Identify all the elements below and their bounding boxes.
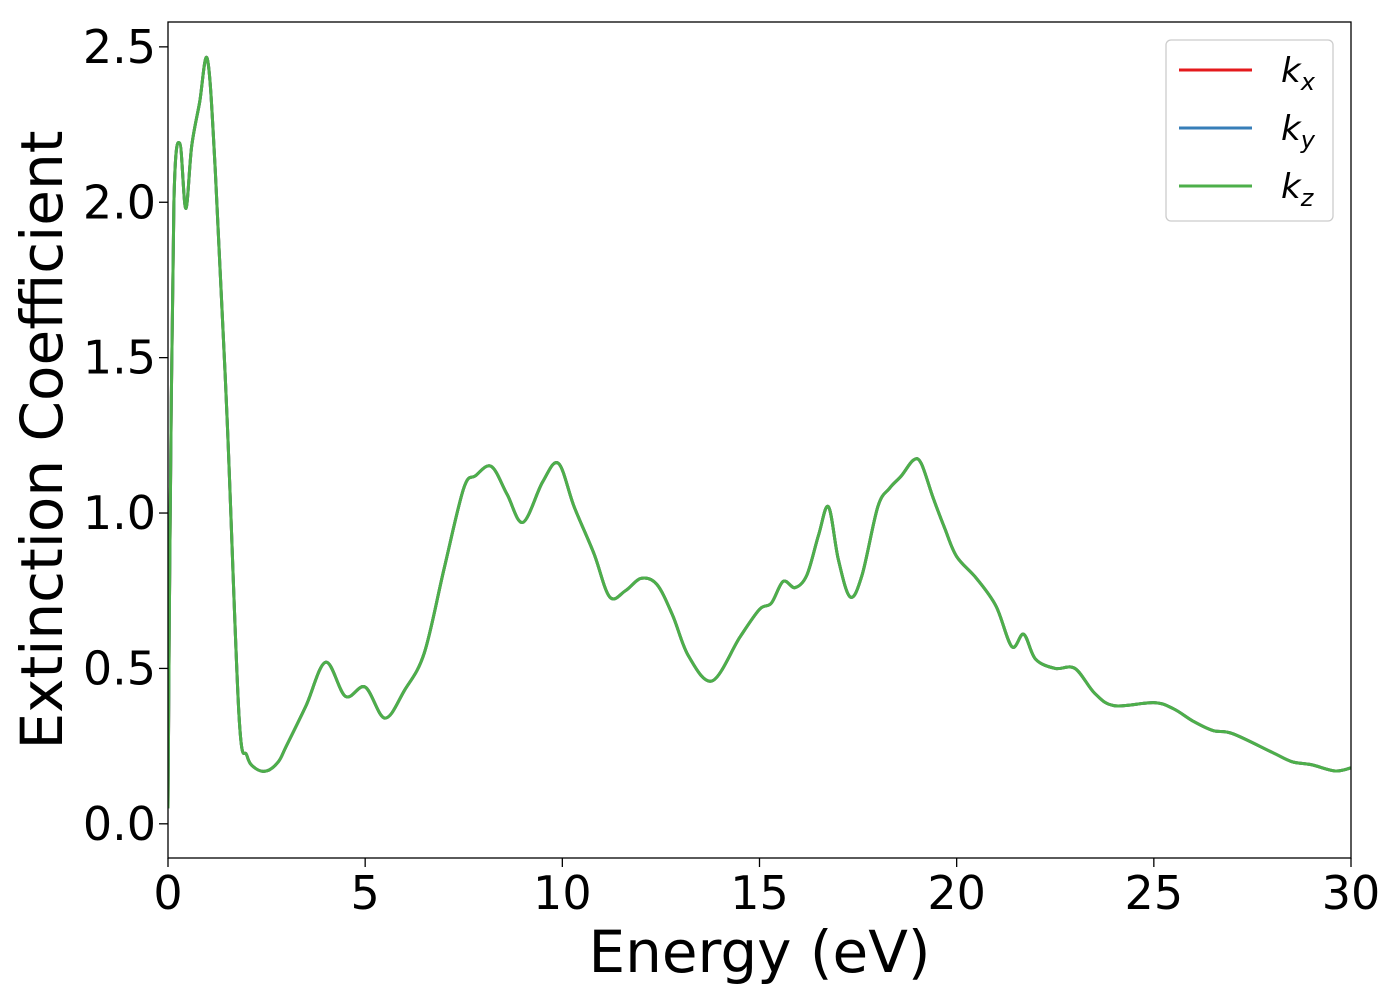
x-tick-label: 25 [1125, 866, 1184, 920]
legend-label-kx: kx [1281, 51, 1316, 96]
y-tick-label: 2.5 [83, 20, 156, 74]
legend: kx ky kz [1165, 39, 1334, 222]
y-tick-label: 2.0 [83, 175, 156, 229]
y-tick-label: 1.0 [83, 486, 156, 540]
x-axis-label: Energy (eV) [588, 918, 930, 986]
series-group [168, 55, 1351, 809]
x-tick-label: 15 [730, 866, 789, 920]
x-tick-label: 0 [153, 866, 182, 920]
x-tick-label: 5 [351, 866, 380, 920]
legend-box [1165, 39, 1334, 222]
x-tick-label: 20 [927, 866, 986, 920]
y-tick-label: 0.0 [83, 797, 156, 851]
x-tick-label: 30 [1322, 866, 1381, 920]
y-axis-label: Extinction Coefficient [8, 131, 76, 750]
series-line-kz [168, 55, 1351, 809]
plot-area [168, 55, 1351, 809]
axes: 0 5 10 15 20 25 30 0.0 0.5 1.0 1.5 2.0 2.5 [83, 20, 1380, 920]
legend-label-ky: ky [1281, 109, 1316, 154]
legend-label-kz: kz [1281, 167, 1315, 212]
y-tick-label: 0.5 [83, 641, 156, 695]
x-tick-label: 10 [533, 866, 592, 920]
y-tick-label: 1.5 [83, 331, 156, 385]
